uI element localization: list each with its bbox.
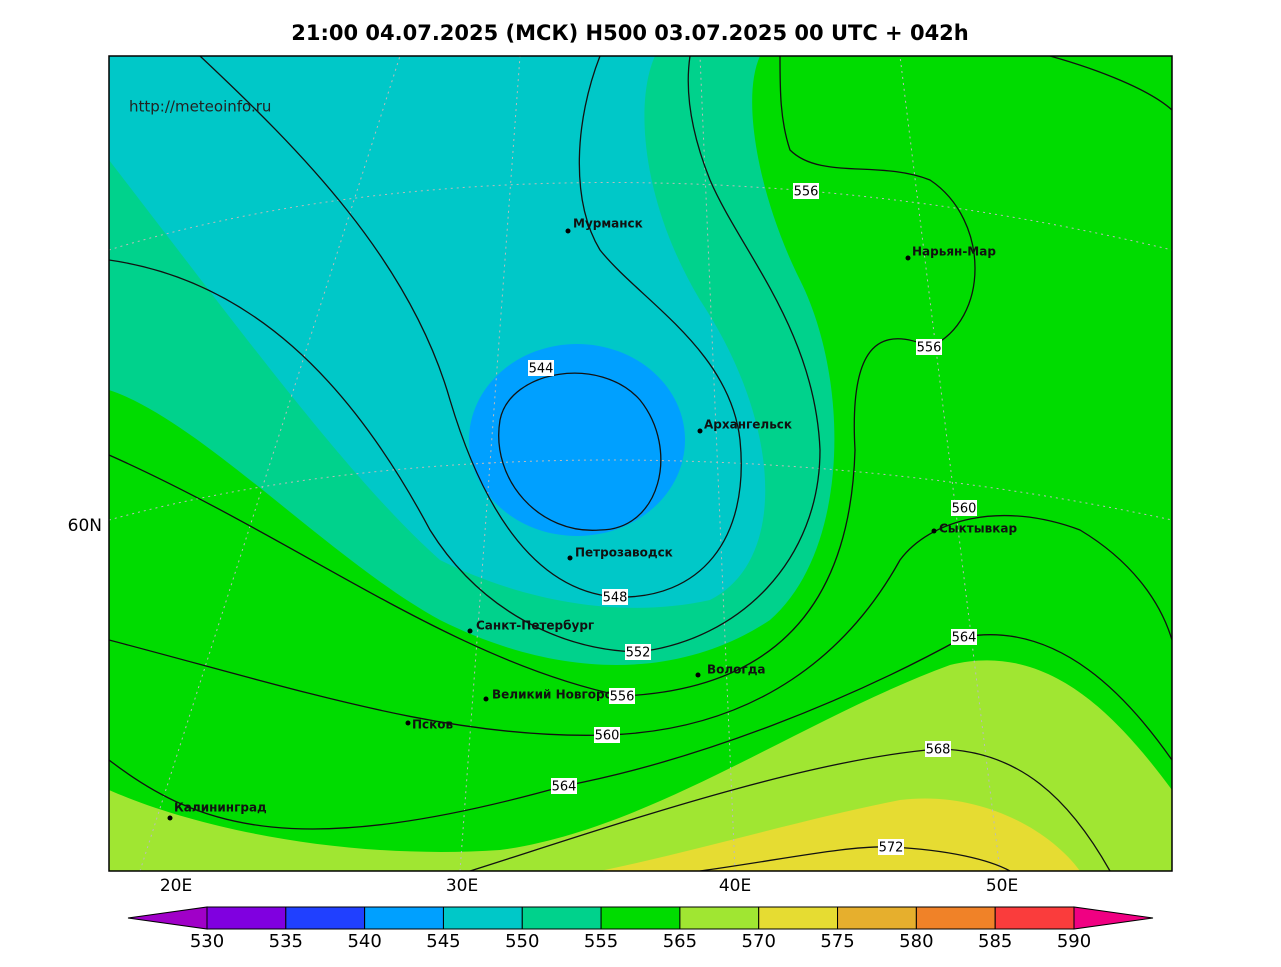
contour (498, 372, 662, 531)
lat-label: 60N (68, 516, 102, 536)
graticule (109, 56, 1172, 871)
city-label: Петрозаводск (575, 546, 673, 560)
colorbar-segment (679, 906, 760, 930)
contour-label-box (625, 644, 651, 660)
city-dot (697, 428, 703, 434)
colorbar-segment (521, 906, 602, 930)
contour-label-box (528, 360, 554, 376)
colorbar-label: 570 (742, 931, 776, 952)
contour (109, 56, 821, 653)
colorbar-label: 555 (584, 931, 618, 952)
city-label: Санкт-Петербург (476, 619, 594, 633)
city-label: Мурманск (573, 217, 643, 231)
colorbar-label: 590 (1057, 931, 1091, 952)
city-dot (467, 628, 473, 634)
map-frame (108, 55, 1173, 872)
city-label: Калининград (174, 801, 267, 815)
colorbar-segment (364, 906, 444, 930)
field-570-575 (600, 798, 1080, 871)
contour-label: 556 (610, 690, 635, 705)
city-label: Псков (412, 718, 454, 732)
contour-label: 544 (529, 362, 554, 377)
city-dot (405, 720, 411, 726)
colorbar-label: 540 (347, 931, 381, 952)
contour (109, 56, 976, 697)
contour-label: 568 (926, 743, 951, 758)
contour-label: 552 (626, 646, 651, 661)
contour-label: 564 (952, 631, 977, 646)
contour (109, 634, 1172, 830)
colorbar-segment (442, 906, 523, 930)
colorbar-segment (206, 906, 287, 930)
lon-label: 30E (446, 876, 478, 896)
contour-label: 548 (603, 591, 628, 606)
colorbar-segment (285, 906, 366, 930)
colorbar-label: 530 (190, 931, 224, 952)
source-url: http://meteoinfo.ru (129, 98, 271, 116)
city-label: Сыктывкар (939, 522, 1017, 536)
contour-label: 572 (879, 841, 904, 856)
colorbar-segment (915, 906, 996, 930)
city-dot (565, 228, 571, 234)
contour-label-box (602, 589, 628, 605)
city-label: Архангельск (704, 418, 792, 432)
colorbar-segment (758, 906, 839, 930)
colorbar-label: 585 (978, 931, 1012, 952)
city-label: Нарьян-Мар (912, 245, 996, 259)
city-label: Вологда (707, 663, 765, 677)
colorbar-segment (994, 906, 1075, 930)
colorbar-label: 575 (820, 931, 854, 952)
contour-label-box (878, 839, 904, 855)
contour-label: 556 (917, 341, 942, 356)
contour (1049, 56, 1172, 111)
contour-label: 560 (952, 502, 977, 517)
contour (469, 748, 1111, 871)
colorbar-label: 550 (505, 931, 539, 952)
contour-label-box (609, 688, 635, 704)
contour-label-box (916, 339, 942, 355)
contour (199, 56, 742, 598)
contour-label-box (594, 727, 620, 743)
title: 21:00 04.07.2025 (МСК) H500 03.07.2025 0… (291, 21, 969, 45)
contour (109, 514, 1172, 736)
lon-label: 20E (160, 876, 192, 896)
colorbar-label: 535 (269, 931, 303, 952)
contour-label-box (551, 778, 577, 794)
city-dot (567, 555, 573, 561)
colorbar-label: 580 (899, 931, 933, 952)
contour-label-box (793, 183, 819, 199)
lon-label: 40E (719, 876, 751, 896)
contour-label-box (951, 500, 977, 516)
city-dot (695, 672, 701, 678)
lon-label: 50E (986, 876, 1018, 896)
colorbar-over (1073, 906, 1154, 930)
colorbar-label: 565 (663, 931, 697, 952)
contour-label-box (925, 741, 951, 757)
map (109, 56, 1172, 871)
city-dot (931, 528, 937, 534)
city-dot (905, 255, 911, 261)
contour-label: 556 (794, 185, 819, 200)
colorbar-segment (600, 906, 681, 930)
city-dot (483, 696, 489, 702)
colorbar-label: 545 (426, 931, 460, 952)
colorbar-under (127, 906, 208, 930)
contour-label: 564 (552, 780, 577, 795)
city-dot (167, 815, 173, 821)
city-label: Великий Новгород (492, 688, 623, 702)
contour-label: 560 (595, 729, 620, 744)
colorbar-segment (837, 906, 917, 930)
contour-label-box (951, 629, 977, 645)
